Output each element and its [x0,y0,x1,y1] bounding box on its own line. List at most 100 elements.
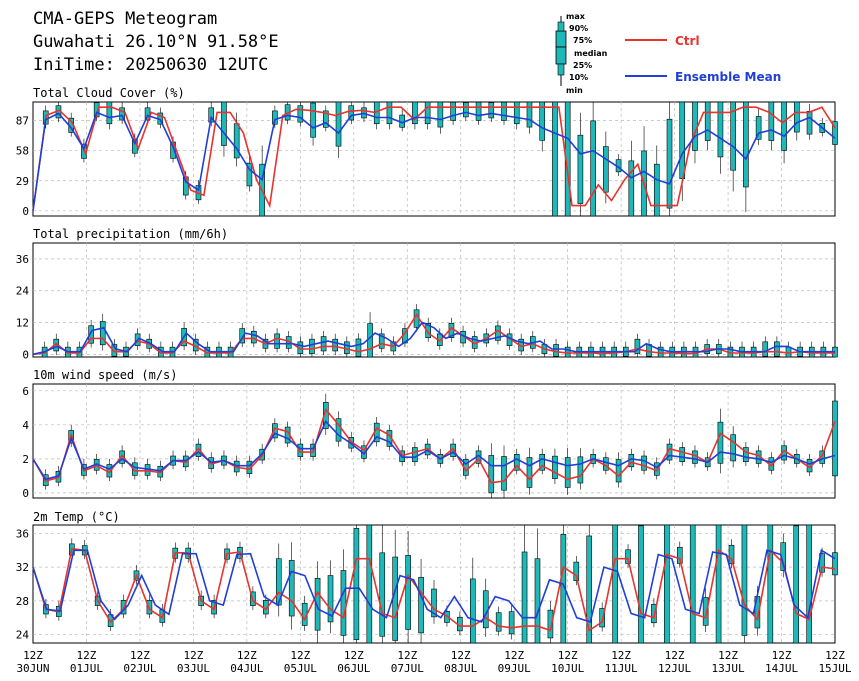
box-body [470,578,476,644]
box-body [832,400,838,477]
y-tick-label: 24 [16,629,30,642]
box-body [288,560,295,617]
y-tick-label: 0 [22,487,29,500]
box-body [106,101,113,125]
x-tick-hour: 12Z [237,649,257,662]
x-tick-hour: 12Z [130,649,150,662]
box-body [755,116,762,140]
x-tick-date: 04JUL [230,662,263,675]
x-tick-date: 03JUL [177,662,210,675]
panel-4: 24 28 32 36 [16,524,838,644]
box-body [488,102,495,119]
box-body [495,612,502,632]
y-tick-label: 29 [16,175,29,188]
box-body [715,524,722,644]
box-body [488,455,495,494]
x-tick-hour: 12Z [504,649,524,662]
box-body [651,603,657,624]
x-tick-hour: 12Z [825,649,845,662]
box-body [335,418,342,442]
y-tick-label: 4 [22,419,29,432]
box-body [320,336,327,352]
x-tick-date: 05JUL [284,662,317,675]
box-body [340,570,347,636]
box-body [513,101,520,125]
ensemble-mean-line [32,419,836,481]
box-body [353,528,360,640]
box-body [534,558,541,644]
y-tick-label: 36 [16,527,29,540]
box-body [590,120,596,217]
x-tick-date: 11JUL [605,662,638,675]
ctrl-line [32,313,835,356]
box-body [344,341,350,354]
box-body [239,328,246,344]
location-label: Guwahati 26.10°N 91.58°E [33,32,279,52]
box-body [275,558,282,606]
x-tick-hour: 12Z [772,649,792,662]
box-body [553,344,559,357]
panel-2: 0 12 24 36 [16,242,838,361]
box-body [547,609,554,639]
x-tick-date: 12JUL [658,662,691,675]
box-body [297,443,304,457]
box-body [717,421,724,464]
box-body [717,101,724,158]
y-tick-label: 0 [22,348,29,361]
box-body [119,450,125,464]
legend: max 90% 75% median 25% 10% min Ctrl Ense… [555,12,781,95]
box-body [314,577,321,631]
ctrl-line [32,407,836,484]
x-tick-hour: 12Z [665,649,685,662]
x-tick-date: 15JUL [818,662,851,675]
ensemble-boxes [41,304,838,358]
box-body [274,333,280,349]
y-tick-label: 87 [16,115,29,128]
panel-1-title: Total Cloud Cover (%) [33,86,185,100]
x-tick-hour: 12Z [344,649,364,662]
ensemble-boxes [42,384,838,498]
box-body [348,105,355,121]
box-body [781,101,787,151]
box-body [355,338,362,357]
box-body [599,608,605,628]
box-body [526,101,533,128]
box-body [728,544,735,565]
box-body [386,101,393,125]
box-body [679,447,686,463]
ensemble-mean-line [32,549,836,623]
ctrl-line [32,547,836,632]
box-body [689,524,696,644]
box-body [552,455,558,479]
x-tick-date: 07JUL [391,662,424,675]
box-body [418,576,424,634]
x-tick-hour: 12Z [718,649,738,662]
y-tick-label: 58 [16,145,29,158]
box-body [560,533,567,644]
box-body [676,546,683,564]
box-body [272,110,278,125]
x-tick-hour: 12Z [290,649,310,662]
box-body [450,101,456,121]
box-body [730,101,736,171]
box-body [743,101,749,188]
box-body [501,101,507,121]
box-body [730,434,736,462]
legend-median: median [574,49,608,58]
box-body [774,341,780,357]
y-tick-label: 24 [16,285,30,298]
box-body [638,525,644,644]
box-body [539,454,546,471]
ensemble-boxes [43,524,838,644]
x-axis-labels: 12Z30JUN12Z01JUL12Z02JUL12Z03JUL12Z04JUL… [16,649,851,675]
mean-legend-label: Ensemble Mean [675,70,781,84]
ensemble-mean-line [32,111,836,211]
panel-frame [32,101,836,217]
box-body [379,552,386,637]
legend-p25: 25% [573,61,592,70]
box-body [221,101,227,146]
x-tick-date: 13JUL [712,662,745,675]
box-body [612,524,618,644]
